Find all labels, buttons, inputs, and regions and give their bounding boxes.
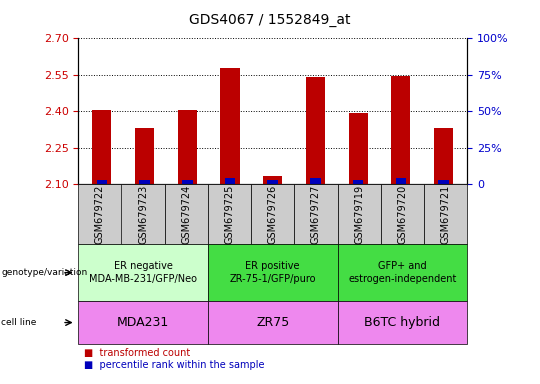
- Text: ER positive
ZR-75-1/GFP/puro: ER positive ZR-75-1/GFP/puro: [230, 261, 316, 284]
- Text: ER negative
MDA-MB-231/GFP/Neo: ER negative MDA-MB-231/GFP/Neo: [89, 261, 197, 284]
- Bar: [267, 180, 278, 184]
- Bar: [353, 180, 363, 184]
- Bar: [220, 68, 240, 184]
- Bar: [97, 180, 107, 184]
- Text: B6TC hybrid: B6TC hybrid: [364, 316, 440, 329]
- Text: cell line: cell line: [1, 318, 37, 327]
- Text: ■  percentile rank within the sample: ■ percentile rank within the sample: [84, 360, 264, 370]
- Text: GFP+ and
estrogen-independent: GFP+ and estrogen-independent: [348, 261, 456, 284]
- Bar: [348, 113, 368, 184]
- Text: GSM679723: GSM679723: [138, 184, 148, 244]
- Text: GSM679722: GSM679722: [95, 184, 105, 244]
- Text: ZR75: ZR75: [256, 316, 289, 329]
- Text: GSM679720: GSM679720: [397, 184, 407, 244]
- Bar: [438, 180, 449, 184]
- Text: GSM679727: GSM679727: [311, 184, 321, 244]
- Text: GSM679726: GSM679726: [268, 184, 278, 244]
- Bar: [392, 76, 410, 184]
- Bar: [178, 110, 197, 184]
- Text: GSM679721: GSM679721: [441, 184, 450, 244]
- Bar: [92, 110, 111, 184]
- Text: genotype/variation: genotype/variation: [1, 268, 87, 277]
- Text: GSM679719: GSM679719: [354, 185, 364, 243]
- Bar: [396, 179, 406, 184]
- Text: GSM679724: GSM679724: [181, 184, 191, 244]
- Text: GSM679725: GSM679725: [225, 184, 234, 244]
- Text: ■  transformed count: ■ transformed count: [84, 348, 190, 358]
- Bar: [310, 179, 321, 184]
- Bar: [263, 176, 282, 184]
- Bar: [139, 180, 150, 184]
- Bar: [135, 128, 154, 184]
- Bar: [434, 128, 453, 184]
- Bar: [306, 77, 325, 184]
- Text: MDA231: MDA231: [117, 316, 169, 329]
- Text: GDS4067 / 1552849_at: GDS4067 / 1552849_at: [189, 13, 351, 27]
- Bar: [182, 180, 193, 184]
- Bar: [225, 179, 235, 184]
